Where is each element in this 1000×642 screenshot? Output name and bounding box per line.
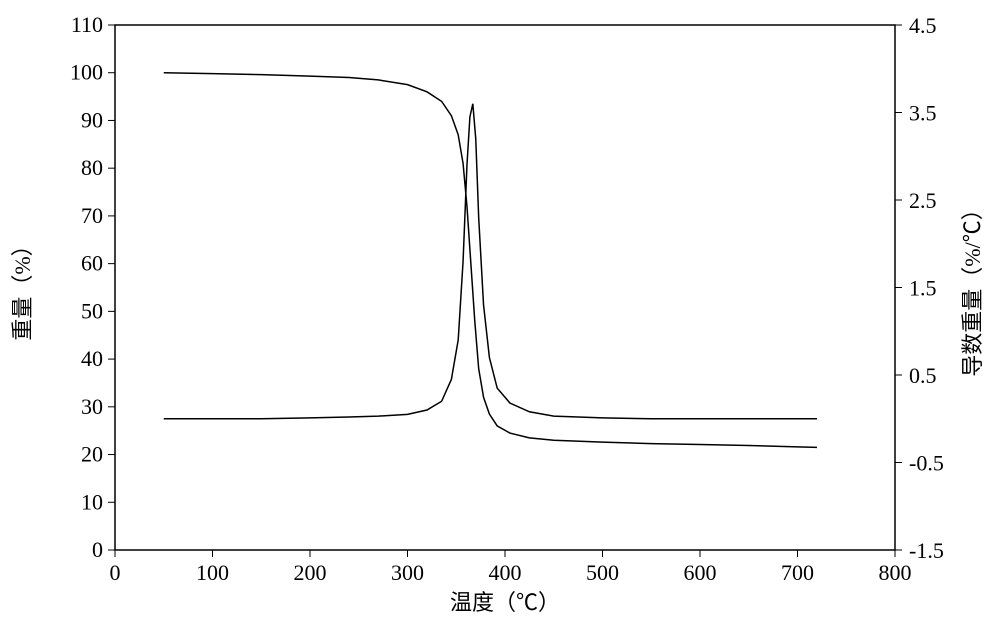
y-left-tick-label: 90 xyxy=(81,107,103,132)
x-tick-label: 600 xyxy=(684,560,717,585)
y-left-tick-label: 70 xyxy=(81,203,103,228)
y-left-tick-label: 80 xyxy=(81,155,103,180)
series-weight_percent xyxy=(164,73,817,448)
y-left-tick-label: 110 xyxy=(71,12,103,37)
y-left-tick-label: 40 xyxy=(81,346,103,371)
tga-dtg-chart: 0 100 200 300 400 500 600 700 800 0 10 20 30 40 50 60 7… xyxy=(0,0,1000,642)
x-tick-label: 200 xyxy=(294,560,327,585)
y-right-tick-label: 2.5 xyxy=(909,188,937,213)
y-left-tick-label: 100 xyxy=(70,60,103,85)
x-tick-label: 300 xyxy=(391,560,424,585)
y-right-tick-label: 0.5 xyxy=(909,363,937,388)
y-right-tick-label: 3.5 xyxy=(909,101,937,126)
x-tick-label: 400 xyxy=(489,560,522,585)
x-tick-label: 800 xyxy=(879,560,912,585)
y-left-tick-label: 60 xyxy=(81,251,103,276)
y-right-tick-label: -1.5 xyxy=(909,538,944,563)
series-derivative_weight xyxy=(164,104,817,419)
y-right-axis-title: 导数重量（%/℃） xyxy=(960,198,985,376)
chart-svg: 0 100 200 300 400 500 600 700 800 0 10 20 30 40 50 60 7… xyxy=(0,0,1000,642)
y-right-tick-label: 1.5 xyxy=(909,276,937,301)
y-right-tick-label: 4.5 xyxy=(909,13,937,38)
y-left-tick-label: 50 xyxy=(81,298,103,323)
x-tick-label: 500 xyxy=(586,560,619,585)
y-left-tick-label: 20 xyxy=(81,442,103,467)
x-tick-label: 700 xyxy=(781,560,814,585)
y-left-axis-title: 重量（%） xyxy=(10,234,35,340)
y-left-tick-label: 10 xyxy=(81,489,103,514)
y-left-tick-label: 0 xyxy=(92,537,103,562)
x-axis-title: 温度（℃） xyxy=(450,590,560,615)
x-tick-label: 100 xyxy=(196,560,229,585)
y-right-tick-label: -0.5 xyxy=(909,451,944,476)
y-left-tick-label: 30 xyxy=(81,394,103,419)
x-tick-label: 0 xyxy=(110,560,121,585)
